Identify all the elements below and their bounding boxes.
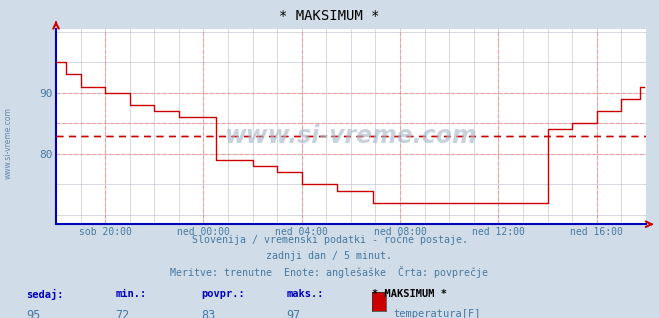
- Text: www.si-vreme.com: www.si-vreme.com: [225, 124, 477, 148]
- Text: 97: 97: [287, 309, 301, 318]
- Text: povpr.:: povpr.:: [201, 289, 244, 299]
- Text: sedaj:: sedaj:: [26, 289, 64, 300]
- Text: 72: 72: [115, 309, 130, 318]
- Text: www.si-vreme.com: www.si-vreme.com: [4, 107, 13, 179]
- Text: Slovenija / vremenski podatki - ročne postaje.: Slovenija / vremenski podatki - ročne po…: [192, 235, 467, 245]
- Text: * MAKSIMUM *: * MAKSIMUM *: [279, 9, 380, 23]
- Text: 95: 95: [26, 309, 41, 318]
- Text: 83: 83: [201, 309, 215, 318]
- Text: * MAKSIMUM *: * MAKSIMUM *: [372, 289, 447, 299]
- Text: temperatura[F]: temperatura[F]: [393, 309, 481, 318]
- Text: maks.:: maks.:: [287, 289, 324, 299]
- Text: min.:: min.:: [115, 289, 146, 299]
- Text: zadnji dan / 5 minut.: zadnji dan / 5 minut.: [266, 251, 393, 260]
- Text: Meritve: trenutne  Enote: anglešaške  Črta: povprečje: Meritve: trenutne Enote: anglešaške Črta…: [171, 266, 488, 279]
